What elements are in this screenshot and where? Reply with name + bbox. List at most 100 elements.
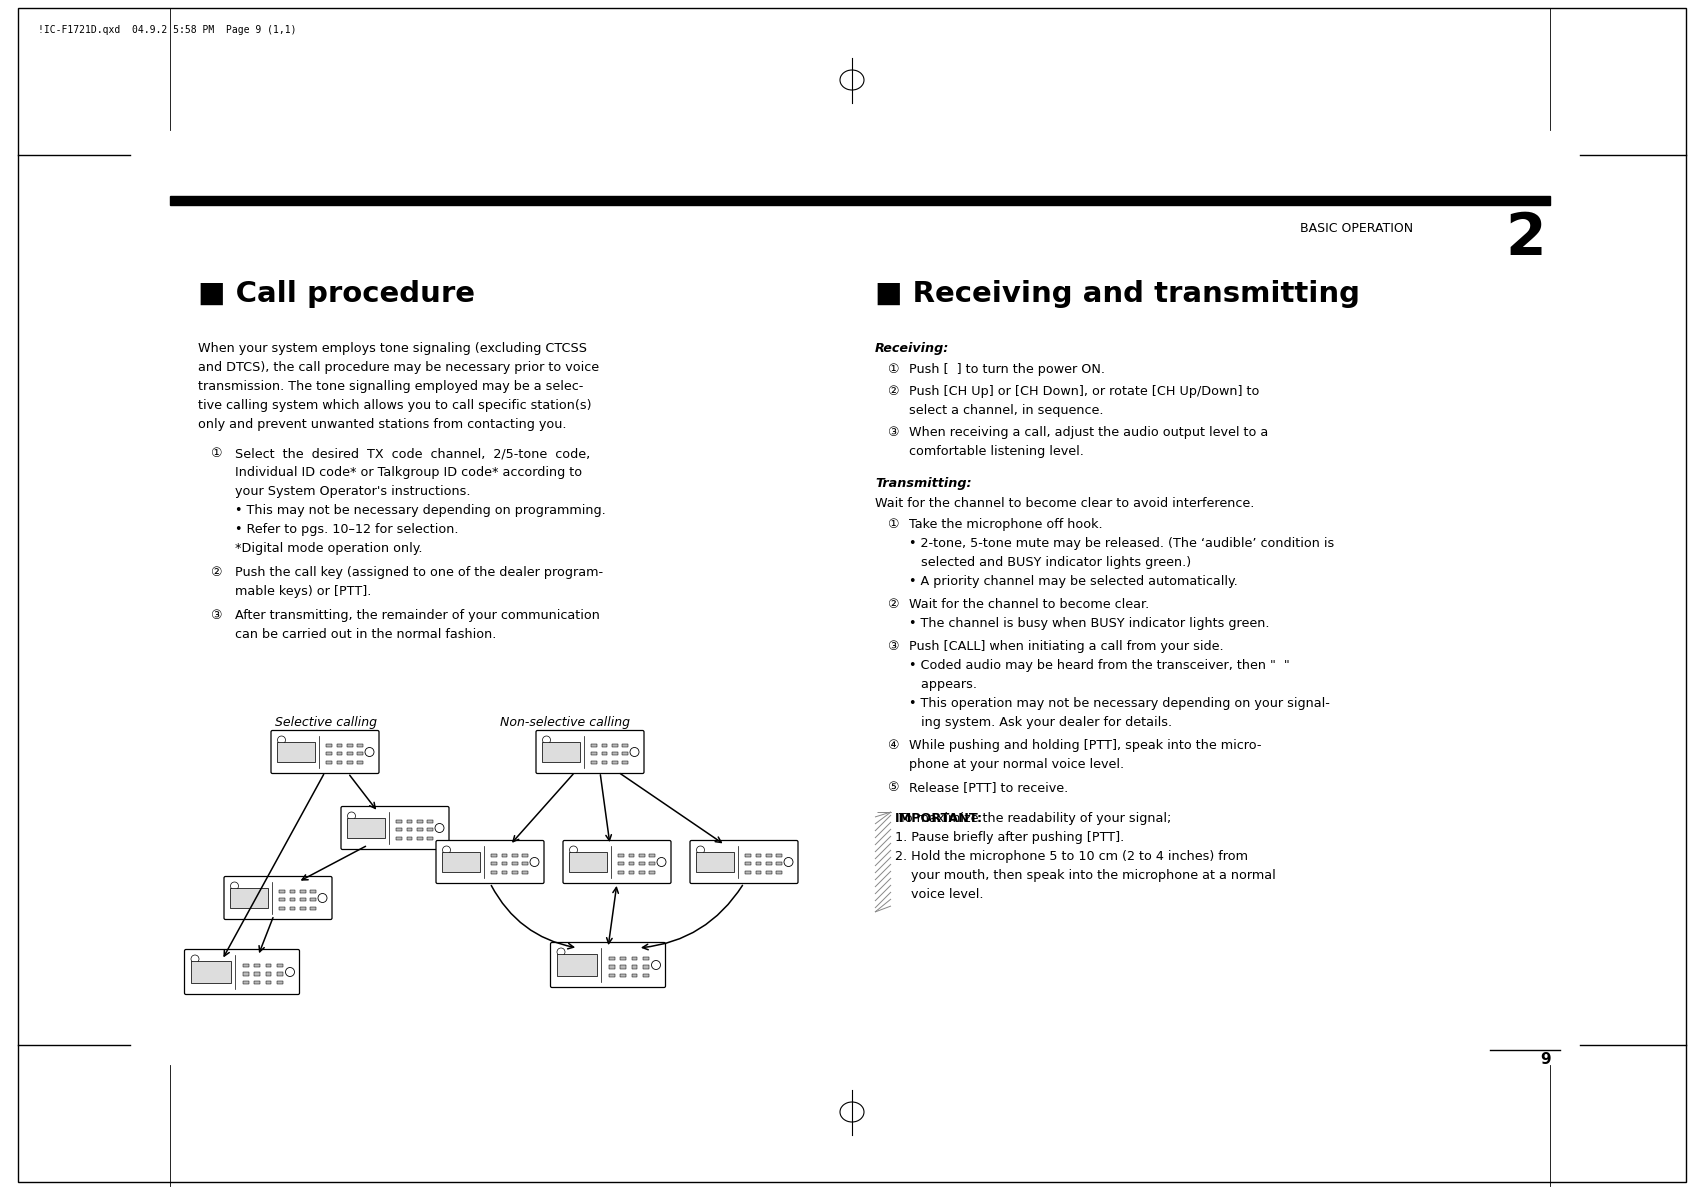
Bar	[230, 888, 268, 908]
Circle shape	[348, 812, 356, 820]
Bar	[278, 964, 283, 966]
Text: Receiving:: Receiving:	[874, 342, 949, 355]
Bar	[300, 907, 305, 910]
Circle shape	[191, 956, 199, 963]
Bar	[491, 854, 498, 857]
Bar	[591, 744, 596, 747]
Text: ■ Receiving and transmitting: ■ Receiving and transmitting	[874, 280, 1360, 308]
Bar	[649, 863, 654, 865]
Bar	[569, 852, 607, 872]
Text: 2. Hold the microphone 5 to 10 cm (2 to 4 inches) from: 2. Hold the microphone 5 to 10 cm (2 to …	[895, 850, 1247, 863]
Text: your System Operator's instructions.: your System Operator's instructions.	[235, 486, 470, 497]
Bar	[620, 965, 625, 969]
Bar	[591, 752, 596, 756]
Bar	[310, 898, 315, 902]
Text: Take the microphone off hook.: Take the microphone off hook.	[908, 518, 1102, 531]
Circle shape	[278, 735, 286, 744]
Bar	[777, 863, 782, 865]
Bar	[300, 898, 305, 902]
Bar	[523, 854, 528, 857]
Text: Wait for the channel to become clear.: Wait for the channel to become clear.	[908, 599, 1148, 610]
Text: When your system employs tone signaling (excluding CTCSS: When your system employs tone signaling …	[198, 342, 586, 355]
Text: • A priority channel may be selected automatically.: • A priority channel may be selected aut…	[908, 575, 1237, 588]
Text: • This may not be necessary depending on programming.: • This may not be necessary depending on…	[235, 505, 605, 516]
Text: voice level.: voice level.	[895, 888, 983, 901]
Text: Wait for the channel to become clear to avoid interference.: Wait for the channel to become clear to …	[874, 497, 1254, 511]
Bar	[266, 972, 271, 976]
Bar	[629, 871, 634, 873]
Text: !IC-F1721D.qxd  04.9.2 5:58 PM  Page 9 (1,1): !IC-F1721D.qxd 04.9.2 5:58 PM Page 9 (1,…	[37, 25, 296, 35]
Circle shape	[569, 846, 578, 854]
FancyBboxPatch shape	[550, 942, 666, 988]
Bar	[300, 890, 305, 894]
Text: IMPORTANT:: IMPORTANT:	[895, 812, 983, 825]
Bar	[629, 863, 634, 865]
Bar	[542, 741, 581, 763]
Circle shape	[530, 858, 538, 866]
Text: transmission. The tone signalling employed may be a selec-: transmission. The tone signalling employ…	[198, 380, 583, 393]
Bar	[612, 744, 617, 747]
Bar	[491, 871, 498, 873]
Circle shape	[557, 948, 566, 956]
Bar	[191, 962, 232, 983]
Bar	[501, 854, 508, 857]
Bar	[757, 854, 762, 857]
Bar	[170, 196, 1551, 205]
Text: selected and BUSY indicator lights green.): selected and BUSY indicator lights green…	[908, 556, 1191, 569]
Text: can be carried out in the normal fashion.: can be carried out in the normal fashion…	[235, 628, 496, 641]
Text: • The channel is busy when BUSY indicator lights green.: • The channel is busy when BUSY indicato…	[908, 616, 1269, 630]
Bar	[244, 981, 249, 984]
Bar	[620, 975, 625, 977]
Bar	[523, 871, 528, 873]
Bar	[290, 907, 295, 910]
Bar	[397, 837, 402, 840]
Bar	[397, 828, 402, 832]
FancyBboxPatch shape	[690, 840, 797, 883]
FancyBboxPatch shape	[271, 731, 378, 774]
Text: phone at your normal voice level.: phone at your normal voice level.	[908, 758, 1125, 771]
Bar	[697, 852, 734, 872]
Bar	[639, 863, 644, 865]
Text: Non-selective calling: Non-selective calling	[499, 716, 630, 729]
Bar	[619, 854, 624, 857]
Bar	[407, 828, 412, 832]
Bar	[443, 852, 481, 872]
Bar	[290, 898, 295, 902]
Bar	[757, 871, 762, 873]
Bar	[327, 752, 332, 756]
Bar	[745, 854, 751, 857]
Text: ing system. Ask your dealer for details.: ing system. Ask your dealer for details.	[908, 716, 1172, 729]
Bar	[244, 964, 249, 966]
Bar	[639, 854, 644, 857]
Bar	[644, 965, 649, 969]
Bar	[254, 964, 261, 966]
Bar	[629, 854, 634, 857]
Text: ③: ③	[888, 640, 898, 653]
Bar	[348, 760, 353, 764]
FancyBboxPatch shape	[537, 731, 644, 774]
Circle shape	[435, 823, 445, 833]
Text: ②: ②	[210, 566, 222, 580]
Circle shape	[365, 747, 373, 757]
Bar	[523, 863, 528, 865]
Bar	[612, 752, 617, 756]
Bar	[254, 972, 261, 976]
Text: ①: ①	[210, 447, 222, 461]
Circle shape	[230, 882, 239, 890]
Text: While pushing and holding [PTT], speak into the micro-: While pushing and holding [PTT], speak i…	[908, 739, 1261, 752]
Bar	[279, 898, 285, 902]
Bar	[278, 972, 283, 976]
Text: comfortable listening level.: comfortable listening level.	[908, 445, 1084, 458]
Bar	[649, 871, 654, 873]
Text: BASIC OPERATION: BASIC OPERATION	[1300, 223, 1413, 234]
Text: and DTCS), the call procedure may be necessary prior to voice: and DTCS), the call procedure may be nec…	[198, 361, 600, 374]
Text: Push the call key (assigned to one of the dealer program-: Push the call key (assigned to one of th…	[235, 566, 603, 580]
Bar	[327, 760, 332, 764]
Text: • Coded audio may be heard from the transceiver, then "  ": • Coded audio may be heard from the tran…	[908, 659, 1290, 672]
Text: 9: 9	[1540, 1052, 1551, 1067]
Text: Selective calling: Selective calling	[274, 716, 377, 729]
Bar	[608, 975, 615, 977]
Text: To maximize the readability of your signal;: To maximize the readability of your sign…	[895, 812, 1171, 825]
Bar	[602, 752, 607, 756]
Circle shape	[630, 747, 639, 757]
